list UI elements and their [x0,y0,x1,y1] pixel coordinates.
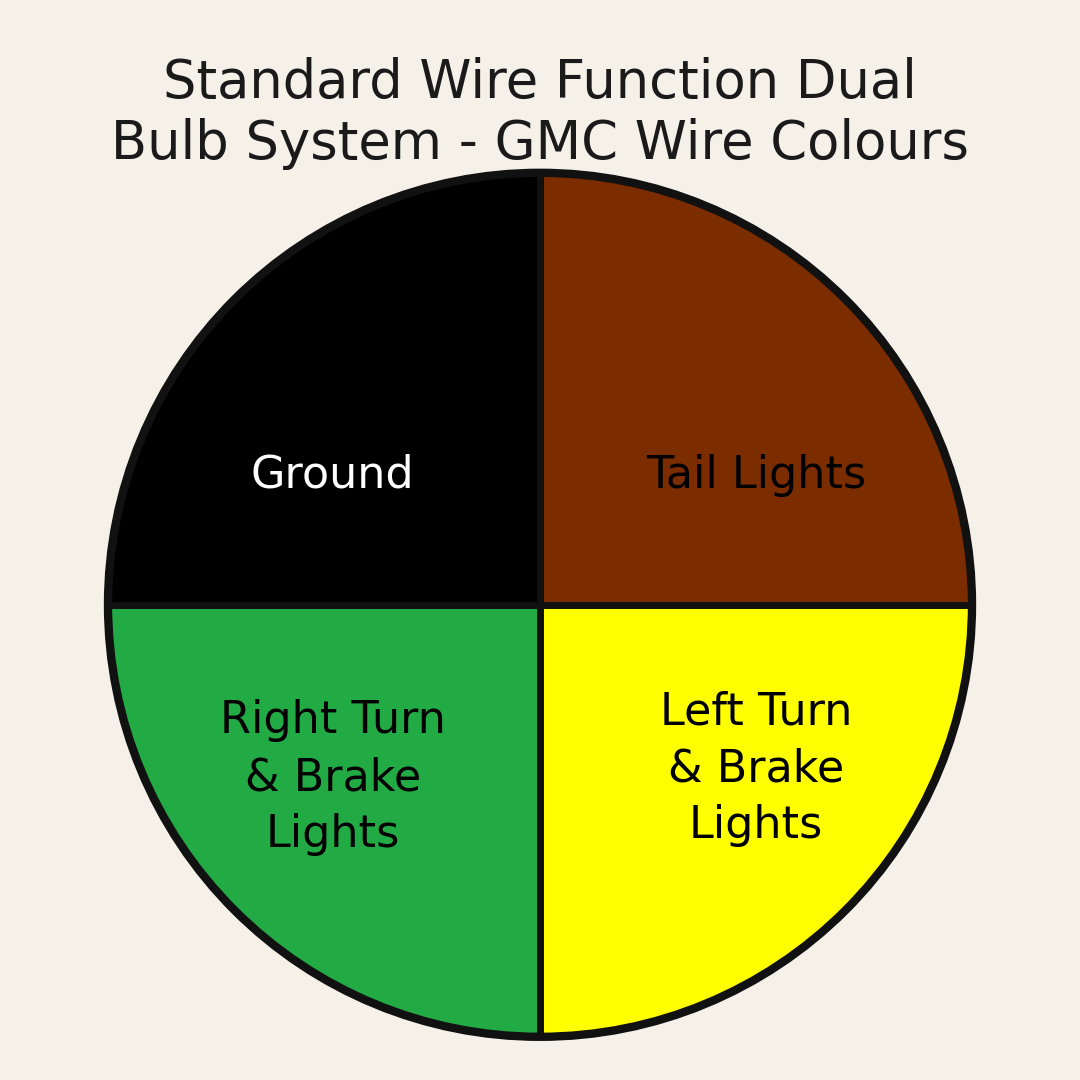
Text: Tail Lights: Tail Lights [646,454,866,497]
Wedge shape [108,605,540,1037]
Text: Right Turn
& Brake
Lights: Right Turn & Brake Lights [219,700,446,855]
Wedge shape [540,605,972,1037]
Text: Left Turn
& Brake
Lights: Left Turn & Brake Lights [660,691,852,847]
Text: Standard Wire Function Dual
Bulb System - GMC Wire Colours: Standard Wire Function Dual Bulb System … [111,57,969,170]
Wedge shape [540,173,972,605]
Wedge shape [108,173,540,605]
Text: Ground: Ground [251,454,415,497]
